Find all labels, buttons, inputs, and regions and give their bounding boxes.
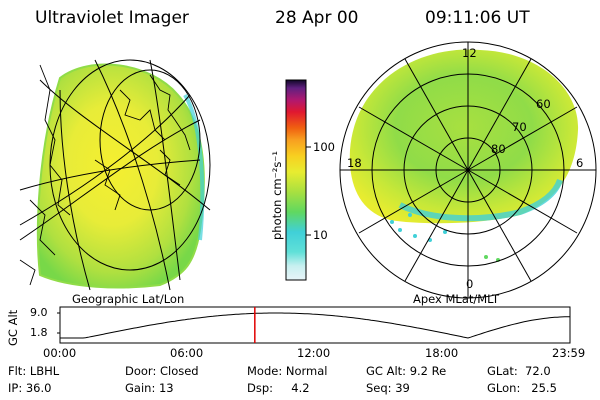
mlt-label-0: 0 xyxy=(466,277,474,291)
time-tick-1200: 12:00 xyxy=(297,346,331,360)
polar-map xyxy=(339,41,597,299)
geo-grid xyxy=(19,59,211,291)
instrument-title: Ultraviolet Imager xyxy=(35,8,189,28)
altitude-ylabel: GC Alt xyxy=(6,309,20,346)
mlt-label-12: 12 xyxy=(462,46,477,60)
status-dsp: Dsp: 4.2 xyxy=(247,381,310,395)
polar-speckles xyxy=(390,213,447,242)
altitude-plot xyxy=(57,306,571,344)
lat-label-60: 60 xyxy=(536,97,551,111)
colorbar-label-100: 100 xyxy=(313,140,335,154)
status-gain: Gain: 13 xyxy=(125,381,174,395)
status-seq: Seq: 39 xyxy=(366,381,410,395)
status-filter: Flt: LBHL xyxy=(8,364,60,378)
status-gc-alt: GC Alt: 9.2 Re xyxy=(366,364,447,378)
geographic-caption: Geographic Lat/Lon xyxy=(72,292,185,306)
apex-caption: Apex MLat/MLT xyxy=(413,292,500,306)
lat-label-70: 70 xyxy=(512,120,527,134)
status-mode: Mode: Normal xyxy=(247,364,328,378)
mlt-label-6: 6 xyxy=(576,156,584,170)
altitude-curve xyxy=(60,312,570,339)
time-tick-0600: 06:00 xyxy=(170,346,204,360)
altitude-ytick-low: 1.8 xyxy=(30,326,48,339)
lat-label-80: 80 xyxy=(491,142,506,156)
status-glat: GLat: 72.0 xyxy=(487,364,551,378)
colorbar-label-10: 10 xyxy=(313,228,328,242)
status-door: Door: Closed xyxy=(125,364,199,378)
time-tick-2359: 23:59 xyxy=(552,346,586,360)
colorbar xyxy=(285,79,307,281)
status-ip: IP: 36.0 xyxy=(8,381,52,395)
geographic-map xyxy=(19,59,211,291)
altitude-ytick-high: 9.0 xyxy=(30,306,48,319)
mlt-label-18: 18 xyxy=(347,156,362,170)
status-glon: GLon: 25.5 xyxy=(487,381,557,395)
coastlines xyxy=(19,64,191,286)
colorbar-unit-label: photon cm⁻²s⁻¹ xyxy=(270,151,284,240)
observation-date: 28 Apr 00 xyxy=(275,8,359,28)
observation-time: 09:11:06 UT xyxy=(425,8,530,28)
time-tick-0000: 00:00 xyxy=(43,346,77,360)
polar-grid xyxy=(339,41,597,299)
time-tick-1800: 18:00 xyxy=(425,346,459,360)
